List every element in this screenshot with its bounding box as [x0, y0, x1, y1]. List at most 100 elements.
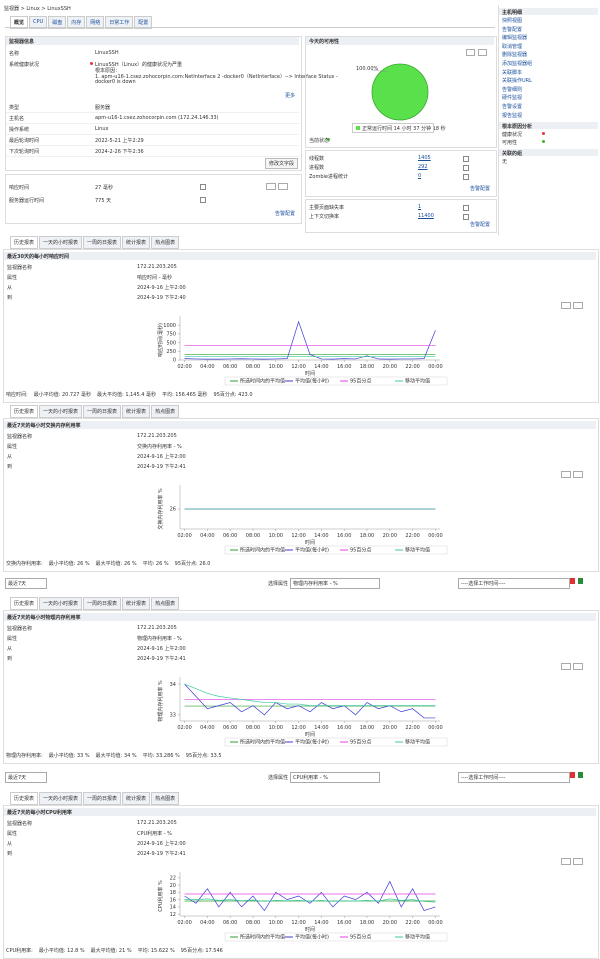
info-label: 监视器名称 [7, 821, 33, 827]
report-tab[interactable]: 统计报表 [122, 405, 151, 418]
icon-btn [573, 471, 583, 478]
tab[interactable]: 日常工作 [105, 16, 134, 29]
summary-row: 响应时间: 最小平均值: 20.727 毫秒 最大平均值: 1,145.4 毫秒 平均… [6, 391, 253, 398]
report-tab[interactable]: 一天的小时报表 [39, 405, 83, 418]
sidebar-item[interactable]: 告警配置 [502, 26, 523, 33]
report-tab[interactable]: 一周的日报表 [83, 597, 122, 610]
status-dot [327, 138, 330, 141]
report-tab[interactable]: 一天的小时报表 [39, 597, 83, 610]
summary-item: CPU利用率: [6, 948, 33, 954]
stat-value[interactable]: 1 [418, 204, 422, 210]
info-value: 172.21.203.205 [137, 625, 177, 631]
report-tab[interactable]: 历史报表 [10, 597, 39, 610]
report-tab[interactable]: 一周的日报表 [83, 792, 122, 805]
stat-value[interactable]: 11400 [418, 213, 434, 219]
report-tab[interactable]: 统计报表 [122, 792, 151, 805]
tab[interactable]: 磁盘 [48, 16, 67, 29]
info-label: 从 [7, 285, 13, 291]
report-title: 最近30天的每小时响应时间 [7, 254, 69, 260]
report-tabs: 历史报表 一天的小时报表 一周的日报表 统计报表 热点图表 [10, 597, 180, 610]
sidebar-item: 健康状况 [502, 132, 523, 138]
info-label: 到 [7, 464, 13, 470]
report-tab[interactable]: 一周的日报表 [83, 405, 122, 418]
info-value: 2024-9-19 下午2:41 [137, 656, 186, 662]
sidebar-item[interactable]: 关联脚本 [502, 69, 523, 76]
attr-label: 选择属性 [268, 775, 289, 781]
tab[interactable]: CPU [29, 16, 48, 29]
report-tab[interactable]: 一天的小时报表 [39, 792, 83, 805]
info-label: 下次轮询时间 [9, 149, 40, 155]
tab[interactable]: 网络 [86, 16, 105, 29]
sidebar-item[interactable]: 快照视图 [502, 18, 523, 24]
sidebar-header-bg [499, 8, 598, 15]
report-tab[interactable]: 历史报表 [10, 792, 39, 805]
report-tab[interactable]: 一周的日报表 [83, 236, 122, 249]
stat-value[interactable]: 292 [418, 164, 428, 170]
alert-link[interactable]: 告警配置 [470, 186, 491, 192]
report-tab[interactable]: 统计报表 [122, 597, 151, 610]
row-line [6, 123, 299, 124]
icon-btn [266, 183, 276, 190]
sidebar-item[interactable]: 编辑监视器 [502, 35, 528, 42]
alert-link[interactable]: 告警配置 [470, 222, 491, 228]
legend-label: 正常运行时间 14 小时 37 分钟 18 秒 [362, 126, 446, 132]
summary-row: 物理内存利用率: 最小平均值: 33 % 最大平均值: 34 % 平均: 33.286… [6, 752, 222, 759]
icon-btn [573, 663, 583, 670]
report-tab[interactable]: 历史报表 [10, 236, 39, 249]
sidebar-header: 关联的组 [502, 151, 523, 157]
summary-item: 95百分点: 26.0 [174, 561, 211, 567]
attr-select[interactable]: CPU利用率 - % [290, 772, 380, 783]
report-frame [3, 610, 599, 764]
sidebar-item[interactable]: 取消管理 [502, 43, 523, 50]
summary-item: 平均: 33.286 % [142, 753, 180, 759]
report-tabs: 历史报表 一天的小时报表 一周的日报表 统计报表 热点图表 [10, 792, 180, 805]
row-line [6, 145, 299, 146]
info-title-bar [6, 37, 299, 45]
alert-link[interactable]: 告警配置 [275, 211, 296, 217]
metric-value: 27 毫秒 [95, 185, 113, 191]
tab[interactable]: 概览 [10, 16, 29, 29]
icon-btn [561, 858, 571, 865]
sidebar-item[interactable]: 硬件监视 [502, 95, 523, 102]
report-tab[interactable]: 历史报表 [10, 405, 39, 418]
sidebar-item[interactable]: 删除监视器 [502, 52, 528, 59]
attr-select[interactable]: 物理内存利用率 - % [290, 578, 380, 589]
sidebar-item[interactable]: 告警细则 [502, 86, 523, 93]
icon-btn [278, 183, 288, 190]
period-select[interactable]: 最近7天 [5, 578, 47, 589]
period-select[interactable]: 最近7天 [5, 772, 47, 783]
stat-value[interactable]: 1405 [418, 155, 431, 161]
info-label: 类型 [9, 105, 20, 111]
edit-button[interactable]: 修改文字段 [265, 158, 299, 169]
icon-btn [478, 49, 487, 56]
report-tab[interactable]: 热点图表 [151, 405, 180, 418]
report-tab[interactable]: 热点图表 [151, 597, 180, 610]
tab[interactable]: 内存 [67, 16, 86, 29]
row-line [6, 156, 299, 157]
metric-value: 775 天 [95, 198, 112, 204]
stat-value[interactable]: 0 [418, 173, 422, 179]
report-tabs: 历史报表 一天的小时报表 一周的日报表 统计报表 热点图表 [10, 236, 180, 249]
report-tab[interactable]: 热点图表 [151, 792, 180, 805]
graph-icon [463, 156, 469, 162]
sidebar-item[interactable]: 添加监视器组 [502, 61, 533, 67]
summary-item: 最大平均值: 21 % [90, 948, 132, 954]
worktime-select[interactable]: ----选择工作时间---- [458, 772, 570, 783]
info-value: 响应时间 - 毫秒 [137, 275, 172, 281]
sidebar-item[interactable]: 告警设置 [502, 104, 523, 110]
tab[interactable]: 配置 [134, 16, 153, 29]
report-tab[interactable]: 统计报表 [122, 236, 151, 249]
stat-label: 上下文切换率 [309, 214, 340, 220]
sidebar-item[interactable]: 关联操作URL [502, 78, 532, 85]
more-link[interactable]: 更多 [285, 93, 296, 99]
stat-label: 线程数 [309, 156, 325, 162]
icon-btn [561, 471, 571, 478]
worktime-select[interactable]: ----选择工作时间---- [458, 578, 570, 589]
info-label: 属性 [7, 444, 18, 450]
report-tab[interactable]: 一天的小时报表 [39, 236, 83, 249]
sidebar-item[interactable]: 报告监视 [502, 112, 523, 119]
stats-panel [305, 199, 497, 233]
report-tab[interactable]: 热点图表 [151, 236, 180, 249]
breadcrumb[interactable]: 监视器 > Linux > LinuxSSH [4, 6, 71, 12]
status-dot [542, 132, 545, 135]
